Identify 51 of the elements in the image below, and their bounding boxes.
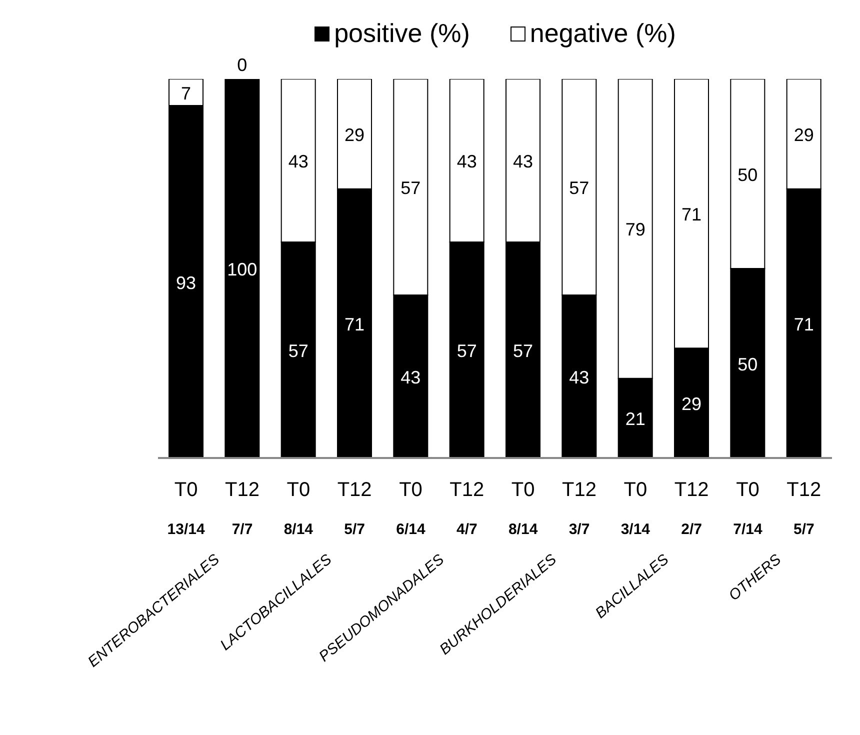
text: 7/14 (733, 521, 763, 538)
data-label: 57 (288, 340, 308, 361)
x-tick-label: T12 (225, 479, 260, 501)
data-label: 71 (794, 314, 814, 334)
x-tick-label: T0 (736, 479, 760, 501)
data-label: 29 (681, 394, 702, 414)
text: 3/14 (620, 521, 651, 538)
data-label: 93 (176, 272, 196, 293)
x-tick-label: T0 (511, 479, 535, 501)
data-label: 43 (456, 151, 477, 172)
data-label: 50 (738, 354, 758, 374)
x-tick-label: T0 (286, 479, 310, 501)
data-label: 21 (625, 409, 646, 430)
data-label: 7 (180, 83, 192, 104)
x-tick-label: T12 (337, 479, 372, 501)
x-tick-label: T12 (674, 479, 709, 501)
data-label: 43 (288, 151, 308, 172)
data-label: 0 (237, 55, 248, 75)
data-label: 57 (456, 340, 477, 361)
text: 13/14 (167, 521, 206, 538)
data-label: 79 (625, 220, 646, 240)
text: 3/7 (568, 521, 590, 538)
x-tick-label: T12 (562, 479, 596, 501)
x-tick-label: T0 (399, 479, 422, 501)
text: 6/14 (396, 521, 426, 538)
data-label: 50 (738, 164, 758, 185)
x-tick-label: T0 (174, 479, 198, 501)
x-tick-label: T12 (450, 479, 484, 501)
data-label: 57 (400, 178, 421, 198)
legend-label: positive (%) (333, 18, 470, 49)
text: 8/14 (284, 521, 314, 538)
text: 2/7 (681, 521, 702, 538)
data-label: 71 (681, 204, 702, 225)
text: 4/7 (456, 521, 478, 538)
text: 5/7 (793, 521, 814, 538)
text: 7/7 (232, 521, 253, 538)
text: 5/7 (344, 521, 366, 538)
x-tick-label: T12 (786, 479, 822, 501)
text: 8/14 (508, 521, 538, 538)
data-label: 29 (344, 124, 365, 145)
legend-label: negative (%) (528, 18, 676, 49)
data-label: 100 (227, 260, 258, 280)
data-label: 57 (569, 178, 590, 198)
x-tick-label: T0 (624, 479, 648, 501)
data-label: 71 (344, 314, 365, 334)
bar (224, 79, 260, 458)
data-label: 43 (569, 368, 590, 388)
data-label: 43 (512, 151, 534, 172)
data-label: 43 (400, 368, 421, 388)
data-label: 57 (512, 340, 534, 361)
data-label: 29 (794, 124, 814, 145)
